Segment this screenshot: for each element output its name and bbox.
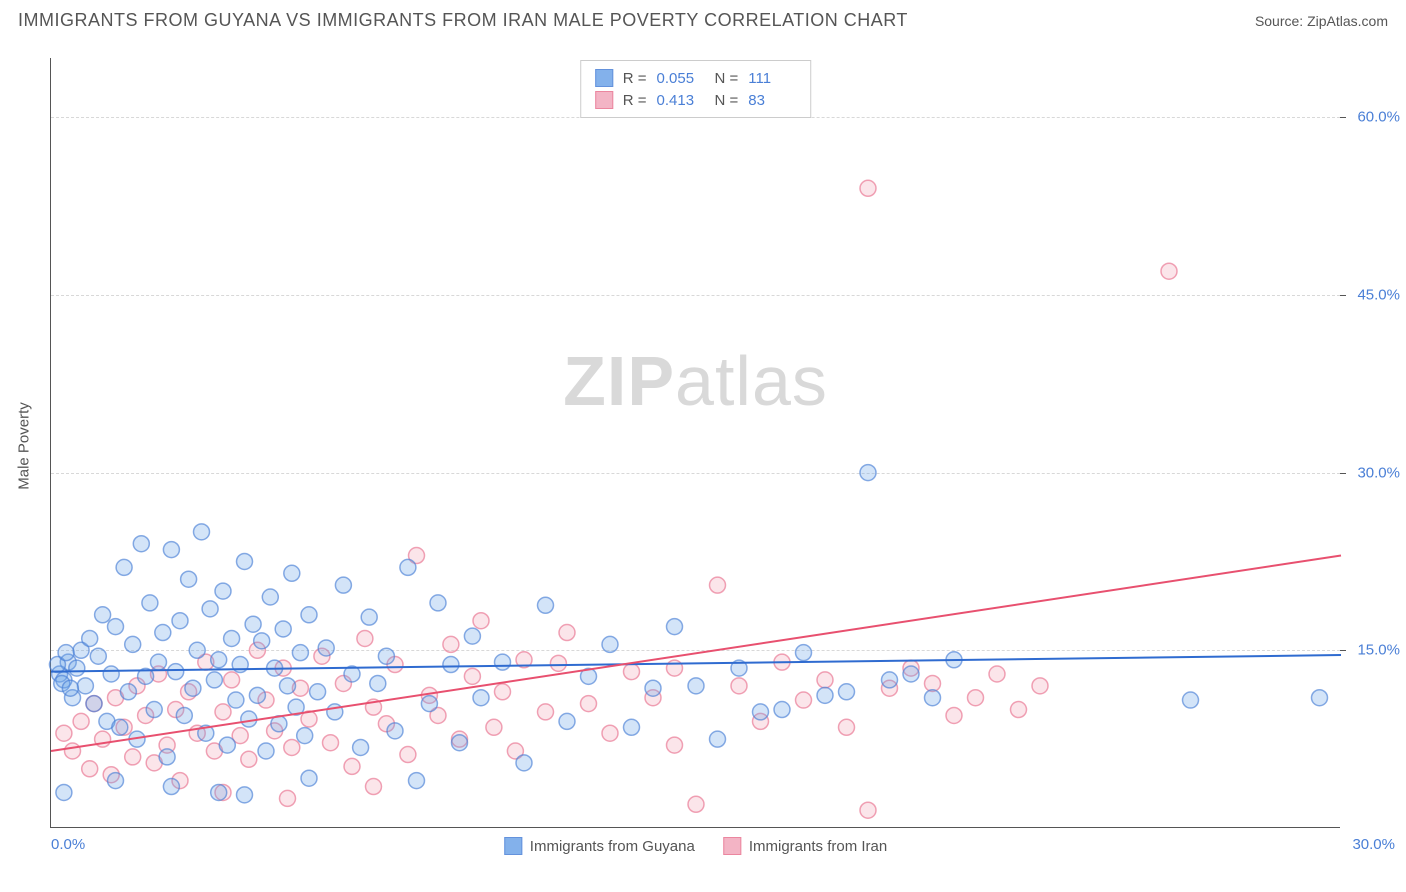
legend-label-guyana: Immigrants from Guyana xyxy=(530,838,695,855)
legend-row-iran: R = 0.413 N = 83 xyxy=(595,89,797,111)
chart-plot-area: ZIPatlas 15.0%30.0%45.0%60.0% R = 0.055 … xyxy=(50,58,1340,828)
source-label: Source: ZipAtlas.com xyxy=(1255,13,1388,29)
r-value-iran: 0.413 xyxy=(657,92,705,109)
x-tick-min: 0.0% xyxy=(51,836,85,853)
y-axis-title: Male Poverty xyxy=(16,402,33,490)
swatch-guyana xyxy=(595,69,613,87)
chart-header: IMMIGRANTS FROM GUYANA VS IMMIGRANTS FRO… xyxy=(0,0,1406,39)
y-tick-label: 30.0% xyxy=(1357,464,1400,481)
legend-item-iran: Immigrants from Iran xyxy=(723,837,887,855)
chart-title: IMMIGRANTS FROM GUYANA VS IMMIGRANTS FRO… xyxy=(18,10,908,31)
n-value-iran: 83 xyxy=(748,92,796,109)
y-tick-label: 15.0% xyxy=(1357,642,1400,659)
swatch-iran xyxy=(595,91,613,109)
swatch-guyana-icon xyxy=(504,837,522,855)
x-tick-max: 30.0% xyxy=(1352,836,1395,853)
legend-row-guyana: R = 0.055 N = 111 xyxy=(595,67,797,89)
n-value-guyana: 111 xyxy=(748,70,796,87)
y-tick-label: 45.0% xyxy=(1357,286,1400,303)
legend-correlation-box: R = 0.055 N = 111 R = 0.413 N = 83 xyxy=(580,60,812,118)
r-value-guyana: 0.055 xyxy=(657,70,705,87)
legend-label-iran: Immigrants from Iran xyxy=(749,838,887,855)
swatch-iran-icon xyxy=(723,837,741,855)
legend-item-guyana: Immigrants from Guyana xyxy=(504,837,695,855)
y-tick-label: 60.0% xyxy=(1357,109,1400,126)
legend-series: Immigrants from Guyana Immigrants from I… xyxy=(504,837,887,855)
scatter-plot-svg xyxy=(51,58,1340,827)
